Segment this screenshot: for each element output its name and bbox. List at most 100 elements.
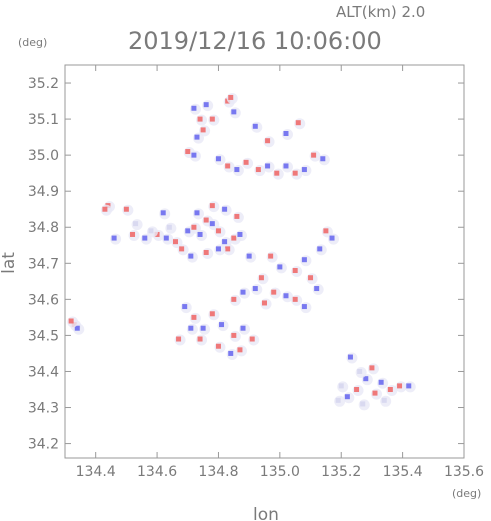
echo-point [271, 289, 277, 295]
echo-point [225, 246, 231, 252]
echo-point [222, 206, 228, 212]
echo-point [222, 239, 228, 245]
echo-point [320, 156, 326, 162]
echo-point [209, 311, 215, 317]
echo-point [397, 383, 403, 389]
echo-point [203, 217, 209, 223]
echo-point [179, 246, 185, 252]
echo-point [228, 350, 234, 356]
echo-point [354, 386, 360, 392]
echo-point [182, 304, 188, 310]
echo-point [231, 332, 237, 338]
x-tick-label: 134.8 [198, 464, 238, 480]
echo-point [292, 170, 298, 176]
echo-point [301, 304, 307, 310]
y-axis-title: lat [0, 252, 19, 274]
echo-point [197, 231, 203, 237]
y-tick-label: 35.0 [28, 148, 59, 164]
echo-point [191, 105, 197, 111]
echo-point [283, 293, 289, 299]
echo-point [172, 239, 178, 245]
echo-point [258, 275, 264, 281]
echo-point [191, 152, 197, 158]
y-tick-label: 34.3 [28, 401, 59, 417]
echo-point [314, 286, 320, 292]
echo-point [215, 228, 221, 234]
echo-point [338, 383, 344, 389]
echo-point [240, 289, 246, 295]
echo-point [200, 127, 206, 133]
echo-point [188, 253, 194, 259]
x-unit-label: (deg) [452, 487, 481, 500]
echo-point [197, 336, 203, 342]
echo-point [130, 231, 136, 237]
altitude-label: ALT(km) 2.0 [336, 3, 425, 21]
y-tick-label: 34.6 [28, 292, 59, 308]
echo-point [160, 210, 166, 216]
echo-point [191, 314, 197, 320]
echo-point [215, 156, 221, 162]
echo-point [283, 131, 289, 137]
echo-point [197, 116, 203, 122]
x-tick-label: 135.4 [383, 464, 423, 480]
echo-point [228, 94, 234, 100]
echo-point [219, 322, 225, 328]
datetime-title: 2019/12/16 10:06:00 [128, 27, 382, 55]
echo-point [387, 386, 393, 392]
y-unit-label: (deg) [18, 36, 47, 49]
echo-point [277, 264, 283, 270]
echo-point [255, 167, 261, 173]
echo-point [163, 235, 169, 241]
echo-point [68, 318, 74, 324]
echo-point [329, 235, 335, 241]
echo-point [246, 253, 252, 259]
echo-point [292, 268, 298, 274]
echo-point [344, 394, 350, 400]
echo-point [111, 235, 117, 241]
echo-point [274, 170, 280, 176]
echo-point [123, 206, 129, 212]
echo-point [194, 210, 200, 216]
echo-point [378, 379, 384, 385]
echo-point [215, 246, 221, 252]
echo-point [252, 286, 258, 292]
echo-point [381, 397, 387, 403]
y-tick-label: 34.7 [28, 256, 59, 272]
y-tick-label: 34.8 [28, 220, 59, 236]
echo-point [188, 325, 194, 331]
echo-point [102, 206, 108, 212]
echo-point [74, 325, 80, 331]
echo-point [369, 365, 375, 371]
echo-point [203, 249, 209, 255]
echo-point [203, 102, 209, 108]
echo-point [237, 347, 243, 353]
x-tick-label: 134.6 [137, 464, 177, 480]
echo-point [317, 246, 323, 252]
echo-point [215, 343, 221, 349]
axis-ticks: 134.4 134.6 134.8 135.0 135.2 135.4 135.6 34.2 3… [28, 65, 484, 480]
echo-point [360, 401, 366, 407]
y-tick-label: 34.2 [28, 437, 59, 453]
echo-point [301, 167, 307, 173]
y-tick-label: 34.5 [28, 328, 59, 344]
echo-point [166, 224, 172, 230]
data-points [67, 92, 416, 411]
echo-point [301, 257, 307, 263]
echo-point [234, 167, 240, 173]
y-tick-label: 34.4 [28, 364, 59, 380]
echo-point [185, 228, 191, 234]
echo-point [406, 383, 412, 389]
echo-point [231, 296, 237, 302]
echo-point [265, 163, 271, 169]
echo-point [243, 159, 249, 165]
echo-point [335, 397, 341, 403]
echo-point [142, 235, 148, 241]
echo-point [225, 163, 231, 169]
echo-point [148, 228, 154, 234]
echo-point [234, 213, 240, 219]
plot-frame [64, 64, 465, 459]
echo-point [231, 235, 237, 241]
echo-point [308, 275, 314, 281]
echo-point [209, 203, 215, 209]
echo-point [237, 231, 243, 237]
